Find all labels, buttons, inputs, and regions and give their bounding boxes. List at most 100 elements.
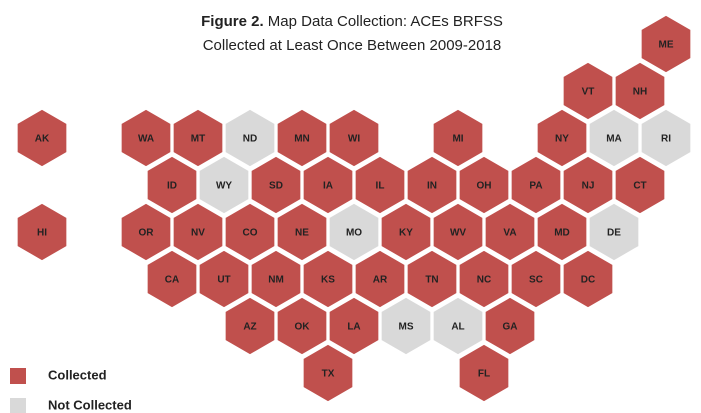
state-label: UT xyxy=(217,275,230,286)
state-label: NY xyxy=(555,134,569,145)
state-tile xyxy=(328,108,380,168)
state-label: CA xyxy=(165,275,179,286)
legend-label: Collected xyxy=(48,367,107,382)
state-label: DC xyxy=(581,275,595,286)
state-tile xyxy=(458,249,510,309)
state-label: MT xyxy=(191,134,205,145)
state-label: SC xyxy=(529,275,543,286)
state-tile xyxy=(120,108,172,168)
state-label: MO xyxy=(346,228,362,239)
state-tile xyxy=(120,202,172,262)
state-label: OK xyxy=(295,322,311,333)
state-label: CT xyxy=(633,181,646,192)
state-tile xyxy=(16,202,68,262)
state-tile xyxy=(562,249,614,309)
state-label: VA xyxy=(503,228,516,239)
state-label: VT xyxy=(582,87,595,98)
state-label: CO xyxy=(243,228,258,239)
state-label: SD xyxy=(269,181,283,192)
legend-swatch xyxy=(10,398,26,413)
state-tile xyxy=(198,249,250,309)
legend-swatch xyxy=(10,368,26,384)
state-label: NV xyxy=(191,228,205,239)
state-tile xyxy=(328,202,380,262)
state-tile xyxy=(640,14,692,74)
state-label: OR xyxy=(139,228,155,239)
state-label: AK xyxy=(35,134,50,145)
state-tile xyxy=(250,155,302,215)
state-label: MI xyxy=(452,134,463,145)
state-tile xyxy=(146,249,198,309)
state-tile xyxy=(224,108,276,168)
state-label: OH xyxy=(477,181,492,192)
state-tile xyxy=(406,155,458,215)
state-label: IN xyxy=(427,181,437,192)
state-label: HI xyxy=(37,228,47,239)
state-tile xyxy=(276,108,328,168)
state-label: TN xyxy=(425,275,438,286)
state-tile xyxy=(458,343,510,403)
state-tile xyxy=(380,296,432,356)
state-tile xyxy=(562,61,614,121)
state-tile xyxy=(614,61,666,121)
state-tile xyxy=(458,155,510,215)
state-tile xyxy=(588,108,640,168)
state-tile xyxy=(224,296,276,356)
state-tile xyxy=(562,155,614,215)
state-label: NE xyxy=(295,228,309,239)
state-tile xyxy=(302,343,354,403)
state-tile xyxy=(302,249,354,309)
state-label: NC xyxy=(477,275,491,286)
state-label: DE xyxy=(607,228,621,239)
state-label: GA xyxy=(503,322,518,333)
state-label: IA xyxy=(323,181,333,192)
title-line-1: Figure 2. Map Data Collection: ACEs BRFS… xyxy=(201,13,503,30)
state-tile xyxy=(510,249,562,309)
state-tile xyxy=(640,108,692,168)
state-tile xyxy=(250,249,302,309)
title-text: Map Data Collection: ACEs BRFSS xyxy=(268,13,503,30)
state-tile xyxy=(302,155,354,215)
state-tile xyxy=(224,202,276,262)
state-label: MN xyxy=(294,134,310,145)
state-label: ND xyxy=(243,134,257,145)
state-tile xyxy=(432,296,484,356)
state-tile xyxy=(198,155,250,215)
state-tile xyxy=(536,202,588,262)
state-label: KY xyxy=(399,228,413,239)
state-label: MA xyxy=(606,134,622,145)
state-tile xyxy=(536,108,588,168)
state-label: IL xyxy=(376,181,385,192)
state-label: TX xyxy=(322,369,335,380)
state-label: AZ xyxy=(243,322,256,333)
state-tile xyxy=(484,202,536,262)
title-bold: Figure 2. xyxy=(201,13,264,30)
state-tile xyxy=(172,108,224,168)
state-label: LA xyxy=(347,322,360,333)
state-label: NM xyxy=(268,275,284,286)
state-label: ME xyxy=(659,40,674,51)
state-tile xyxy=(276,202,328,262)
state-label: KS xyxy=(321,275,335,286)
state-tile xyxy=(614,155,666,215)
state-tile xyxy=(16,108,68,168)
state-label: MS xyxy=(399,322,414,333)
state-tile xyxy=(276,296,328,356)
state-label: PA xyxy=(529,181,542,192)
state-tile xyxy=(406,249,458,309)
state-label: NJ xyxy=(582,181,595,192)
state-tile xyxy=(510,155,562,215)
state-tile xyxy=(146,155,198,215)
state-label: NH xyxy=(633,87,647,98)
state-label: AR xyxy=(373,275,388,286)
state-label: FL xyxy=(478,369,490,380)
state-tile xyxy=(328,296,380,356)
state-label: WI xyxy=(348,134,360,145)
state-tile xyxy=(354,249,406,309)
state-label: WA xyxy=(138,134,154,145)
state-label: WV xyxy=(450,228,466,239)
state-label: ID xyxy=(167,181,177,192)
state-tile xyxy=(432,108,484,168)
state-tile xyxy=(172,202,224,262)
